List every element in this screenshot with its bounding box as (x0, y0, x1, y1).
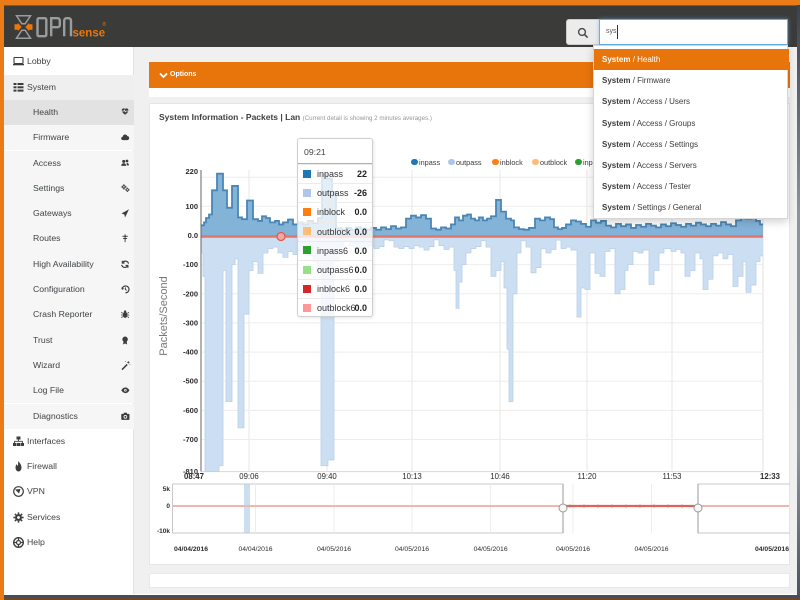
svg-text:10:13: 10:13 (402, 472, 422, 481)
svg-text:-700: -700 (183, 435, 198, 444)
svg-text:09:06: 09:06 (239, 472, 259, 481)
svg-text:04/05/2016: 04/05/2016 (556, 546, 590, 553)
svg-text:-300: -300 (183, 318, 198, 327)
svg-text:®: ® (103, 21, 107, 28)
svg-text:10:46: 10:46 (490, 472, 510, 481)
svg-text:-200: -200 (183, 289, 198, 298)
svg-text:-100: -100 (183, 260, 198, 269)
svg-text:11:53: 11:53 (663, 472, 682, 481)
svg-text:220: 220 (185, 167, 198, 176)
svg-text:100: 100 (185, 202, 198, 211)
svg-text:04/05/2016: 04/05/2016 (755, 546, 789, 553)
svg-text:-500: -500 (183, 377, 198, 386)
svg-text:0: 0 (166, 503, 170, 510)
svg-text:04/05/2016: 04/05/2016 (634, 546, 668, 553)
svg-text:-400: -400 (183, 348, 198, 357)
svg-text:11:20: 11:20 (578, 472, 598, 481)
svg-text:Packets/Second: Packets/Second (158, 276, 170, 356)
svg-text:04/04/2016: 04/04/2016 (174, 546, 208, 553)
svg-text:-10k: -10k (157, 528, 170, 535)
svg-text:04/05/2016: 04/05/2016 (317, 546, 351, 553)
svg-text:12:33: 12:33 (760, 472, 781, 481)
svg-text:5k: 5k (163, 486, 171, 493)
svg-text:sense: sense (73, 28, 106, 40)
svg-text:04/05/2016: 04/05/2016 (395, 546, 429, 553)
svg-text:0.0: 0.0 (188, 231, 198, 240)
svg-text:-600: -600 (183, 406, 198, 415)
svg-text:04/05/2016: 04/05/2016 (474, 546, 508, 553)
svg-text:04/04/2016: 04/04/2016 (238, 546, 272, 553)
svg-text:09:40: 09:40 (317, 472, 337, 481)
svg-text:-810: -810 (183, 467, 198, 476)
svg-text:08:47: 08:47 (184, 472, 204, 481)
